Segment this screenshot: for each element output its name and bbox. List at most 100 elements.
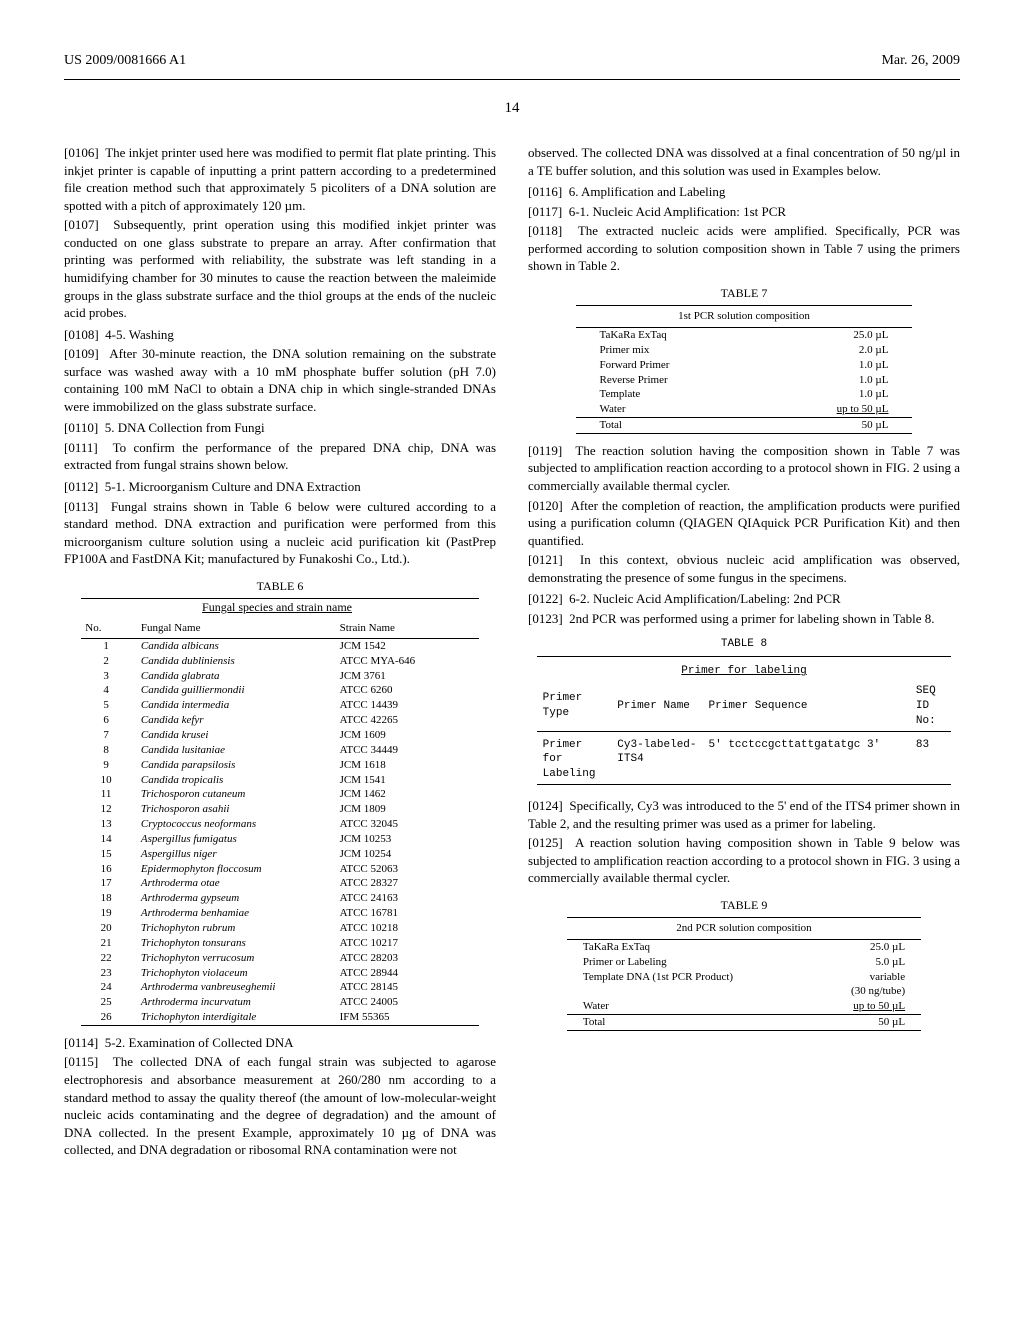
table7-cell-a: TaKaRa ExTaq [576,328,758,343]
table6-row: 11Trichosporon cutaneumJCM 1462 [81,787,478,802]
table6-row: 6Candida kefyrATCC 42265 [81,713,478,728]
table6-cell-fungal: Candida intermedia [137,698,336,713]
table6-cell-strain: ATCC MYA-646 [336,654,479,669]
table6-row: 13Cryptococcus neoformansATCC 32045 [81,817,478,832]
table6-head-no: No. [81,619,137,638]
para-0118: [0118] The extracted nucleic acids were … [528,222,960,275]
table7-row: Template1.0 µL [576,387,913,402]
table6-cell-fungal: Trichophyton tonsurans [137,936,336,951]
table6-cell-no: 17 [81,876,137,891]
table8-cell-c3: 5' tcctccgcttattgatatgc 3' [703,736,910,785]
table6-cell-fungal: Trichophyton violaceum [137,966,336,981]
table9-cell-a: Primer or Labeling [567,955,808,970]
table7-row: Primer mix2.0 µL [576,343,913,358]
table6-row: 8Candida lusitaniaeATCC 34449 [81,743,478,758]
table6-cell-no: 18 [81,891,137,906]
table9-caption: TABLE 9 [528,897,960,913]
table6-cell-no: 1 [81,639,137,654]
table9-row: TaKaRa ExTaq25.0 µL [567,940,921,955]
para-0107: [0107] Subsequently, print operation usi… [64,216,496,321]
para-0114: [0114] 5-2. Examination of Collected DNA [64,1034,496,1052]
table6-row: 17Arthroderma otaeATCC 28327 [81,876,478,891]
table6-cell-strain: ATCC 28327 [336,876,479,891]
table9-row: (30 ng/tube) [567,984,921,999]
table9-cell-b: (30 ng/tube) [807,984,921,999]
table7-cell-a: Primer mix [576,343,758,358]
table8-head-c3: Primer Sequence [703,682,910,731]
left-column: [0106] The inkjet printer used here was … [64,144,496,1161]
header-rule [64,79,960,80]
table6-cell-strain: JCM 1809 [336,802,479,817]
para-0116: [0116] 6. Amplification and Labeling [528,183,960,201]
table7: 1st PCR solution composition TaKaRa ExTa… [528,305,960,434]
table7-cell-a: Template [576,387,758,402]
table6-cell-strain: JCM 1542 [336,639,479,654]
table7-row: Waterup to 50 µL [576,402,913,417]
table6-cell-fungal: Trichophyton rubrum [137,921,336,936]
para-0111: [0111] To confirm the performance of the… [64,439,496,474]
table6-cell-fungal: Aspergillus niger [137,847,336,862]
table6-cell-strain: ATCC 28944 [336,966,479,981]
table8-subcaption: Primer for labeling [681,665,806,677]
table6-row: 19Arthroderma benhamiaeATCC 16781 [81,906,478,921]
table6-cell-fungal: Cryptococcus neoformans [137,817,336,832]
table7-row: Reverse Primer1.0 µL [576,373,913,388]
table6-row: 20Trichophyton rubrumATCC 10218 [81,921,478,936]
table6-cell-no: 12 [81,802,137,817]
table9: 2nd PCR solution composition TaKaRa ExTa… [528,917,960,1031]
table7-cell-b: 2.0 µL [758,343,912,358]
table6-cell-fungal: Candida kefyr [137,713,336,728]
table9-subcaption: 2nd PCR solution composition [676,922,811,934]
table9-row: Template DNA (1st PCR Product)variable [567,970,921,985]
table6-cell-no: 19 [81,906,137,921]
para-0123: [0123] 2nd PCR was performed using a pri… [528,610,960,628]
para-0125: [0125] A reaction solution having compos… [528,834,960,887]
table6-row: 2Candida dubliniensisATCC MYA-646 [81,654,478,669]
page: US 2009/0081666 A1 Mar. 26, 2009 1 4 [010… [0,0,1024,1201]
page-header: US 2009/0081666 A1 Mar. 26, 2009 [64,52,960,71]
table9-row: Waterup to 50 µL [567,999,921,1014]
table9-cell-a [567,984,808,999]
table7-cell-a: Water [576,402,758,417]
table8-caption: TABLE 8 [528,637,960,652]
table6-cell-strain: IFM 55365 [336,1010,479,1025]
table6-subcaption: Fungal species and strain name [85,599,468,615]
table6-head-fungal: Fungal Name [137,619,336,638]
para-0106: [0106] The inkjet printer used here was … [64,144,496,214]
table6-row: 7Candida kruseiJCM 1609 [81,728,478,743]
table6-cell-strain: ATCC 42265 [336,713,479,728]
table6-cell-fungal: Candida guilliermondii [137,683,336,698]
para-0109: [0109] After 30-minute reaction, the DNA… [64,345,496,415]
table6-cell-no: 4 [81,683,137,698]
table7-cell-b: 1.0 µL [758,387,912,402]
para-0117: [0117] 6-1. Nucleic Acid Amplification: … [528,203,960,221]
table6-cell-fungal: Epidermophyton floccosum [137,862,336,877]
table6-cell-no: 22 [81,951,137,966]
table8-head-c4: SEQ ID No: [910,682,951,731]
table9-cell-a: Template DNA (1st PCR Product) [567,970,808,985]
table6-row: 15Aspergillus nigerJCM 10254 [81,847,478,862]
table6-cell-no: 5 [81,698,137,713]
para-0112: [0112] 5-1. Microorganism Culture and DN… [64,478,496,496]
table6-cell-strain: ATCC 24005 [336,995,479,1010]
table6-cell-no: 3 [81,669,137,684]
table7-subcaption: 1st PCR solution composition [678,310,810,322]
table6-cell-fungal: Arthroderma otae [137,876,336,891]
table8-cell-c2: Cy3-labeled-ITS4 [611,736,702,785]
table6-cell-fungal: Candida tropicalis [137,773,336,788]
table6-cell-no: 26 [81,1010,137,1025]
table9-total-label: Total [567,1015,808,1030]
table6-cell-strain: JCM 10253 [336,832,479,847]
table6-row: 16Epidermophyton floccosumATCC 52063 [81,862,478,877]
table6-cell-no: 8 [81,743,137,758]
table6-row: 21Trichophyton tonsuransATCC 10217 [81,936,478,951]
table6-row: 25Arthroderma incurvatumATCC 24005 [81,995,478,1010]
table8-cell-c4: 83 [910,736,951,785]
table6-row: 18Arthroderma gypseumATCC 24163 [81,891,478,906]
table6-cell-fungal: Arthroderma benhamiae [137,906,336,921]
table7-row: TaKaRa ExTaq25.0 µL [576,328,913,343]
table7-total-label: Total [576,418,758,433]
table6-row: 22Trichophyton verrucosumATCC 28203 [81,951,478,966]
table6-caption: TABLE 6 [64,578,496,594]
table6-cell-strain: ATCC 14439 [336,698,479,713]
